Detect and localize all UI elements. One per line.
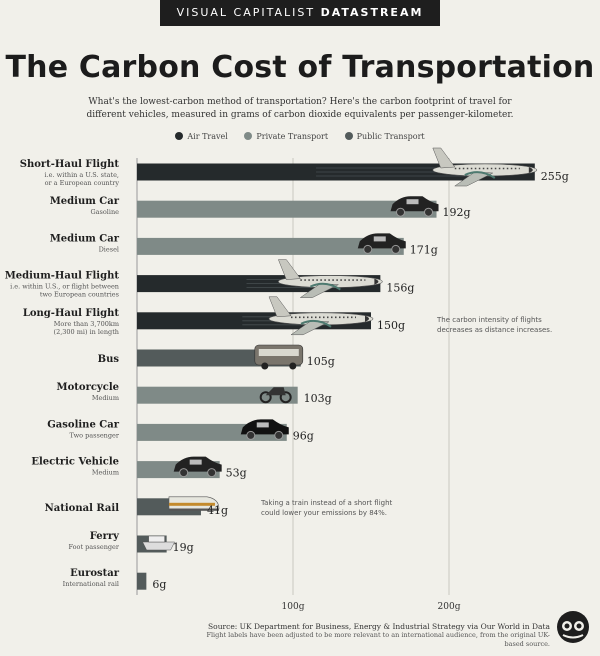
airplane-icon [268, 296, 374, 336]
airplane-icon [432, 147, 538, 187]
datastream-banner: VISUAL CAPITALIST DATASTREAM [160, 0, 440, 26]
legend-swatch-air [175, 132, 184, 140]
x-tick-label: 100g [282, 602, 305, 612]
legend-label-private: Private Transport [256, 132, 329, 141]
bar-sublabel: or a European country [45, 179, 120, 187]
bar-value-label: 103g [304, 392, 332, 405]
x-tick-label: 200g [438, 602, 461, 612]
bar-label: Motorcycle [57, 382, 119, 393]
bar-sublabel: i.e. within a U.S. state, [45, 171, 120, 179]
annotation-flight-distance: The carbon intensity of flights decreases… [436, 316, 552, 334]
bar [137, 200, 437, 218]
banner-text-bold: DATASTREAM [320, 6, 424, 19]
suv-icon [390, 196, 439, 217]
motorcycle-icon [259, 387, 292, 404]
bar-label: Medium-Haul Flight [5, 271, 120, 282]
legend-item-public: Public Transport [344, 132, 425, 141]
bus-icon [254, 344, 304, 370]
adjustment-note: Flight labels have been adjusted to be m… [206, 631, 550, 648]
bar-value-label: 19g [173, 541, 194, 554]
page-subtitle: What's the lowest-carbon method of trans… [86, 97, 514, 120]
bar-sublabel: Medium [92, 469, 119, 477]
bar-sublabel: Medium [92, 394, 119, 402]
train-icon [168, 496, 220, 511]
bar-value-label: 192g [443, 206, 471, 219]
bar-sublabel: Diesel [99, 245, 119, 253]
bar-sublabel: Gasoline [90, 208, 119, 216]
annotation-train-savings: Taking a train instead of a short flight… [260, 499, 393, 517]
bar-label: Ferry [90, 531, 120, 542]
ferry-icon [142, 535, 176, 551]
bar-sublabel: More than 3,700km [54, 320, 119, 328]
bar-sublabel: Foot passenger [68, 543, 119, 551]
small-car-icon [240, 419, 289, 440]
bar-value-label: 41g [207, 504, 228, 517]
bar-label: Medium Car [50, 233, 120, 244]
banner-text: VISUAL CAPITALIST [176, 6, 321, 19]
page-title: The Carbon Cost of Transportation [5, 50, 595, 85]
sedan-icon [173, 456, 222, 478]
legend-item-private: Private Transport [244, 132, 328, 141]
legend-label-air: Air Travel [187, 132, 228, 141]
bar [137, 572, 147, 590]
bar-label: Bus [98, 354, 120, 365]
bar-value-label: 53g [226, 467, 247, 480]
bar-value-label: 150g [377, 319, 405, 332]
chart-footer: Source: UK Department for Business, Ener… [190, 622, 550, 649]
bar-label: Electric Vehicle [31, 457, 119, 468]
visual-capitalist-logo [557, 611, 589, 643]
bar-label: Long-Haul Flight [23, 308, 120, 319]
bar-label: National Rail [45, 503, 120, 514]
pickup-truck-icon [357, 233, 406, 254]
bar-value-label: 6g [152, 578, 166, 591]
bar-value-label: 96g [293, 429, 314, 442]
legend-swatch-private [244, 132, 253, 140]
bar-value-label: 171g [410, 243, 438, 256]
bar-value-label: 255g [541, 170, 569, 183]
airplane-icon [277, 259, 383, 298]
bar-value-label: 105g [307, 355, 335, 368]
source-note: Source: UK Department for Business, Ener… [208, 622, 550, 631]
bar-sublabel: International rail [63, 580, 119, 588]
legend-item-air: Air Travel [175, 132, 228, 141]
bar-value-label: 156g [386, 282, 414, 295]
legend-label-public: Public Transport [356, 132, 425, 141]
chart-legend: Air Travel Private Transport Public Tran… [0, 132, 600, 141]
bar-sublabel: Two passenger [69, 431, 119, 439]
bar-sublabel: i.e. within U.S., or flight between [10, 283, 119, 291]
legend-swatch-public [344, 132, 353, 140]
bar-sublabel: two European countries [40, 291, 119, 299]
bar-label: Gasoline Car [47, 419, 119, 430]
bar-label: Short-Haul Flight [20, 159, 120, 170]
bar-sublabel: (2,300 mi) in length [54, 328, 119, 336]
bar [137, 386, 298, 404]
bar-label: Eurostar [70, 568, 120, 579]
bar-label: Medium Car [50, 196, 120, 207]
bar [137, 237, 404, 255]
